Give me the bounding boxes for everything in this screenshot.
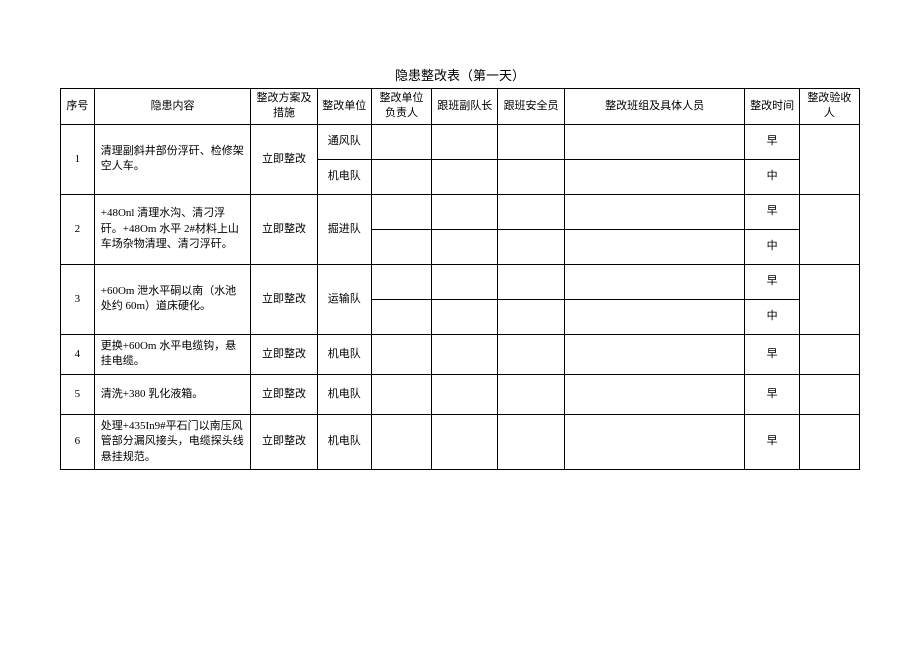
header-safety: 跟班安全员 [498,89,564,125]
cell-safety [498,264,564,299]
cell-unit: 掘进队 [317,194,371,264]
cell-content: 清洗+380 乳化液箱。 [94,374,251,414]
table-row: 2 +48Onl 清理水沟、清刁浮矸。+48Om 水平 2#材料上山车场杂物清理… [61,194,860,229]
cell-plan: 立即整改 [251,414,317,469]
cell-content: 处理+435In9#平石门以南压风管部分漏风接头，电缆探头线悬挂规范。 [94,414,251,469]
cell-unit: 机电队 [317,414,371,469]
cell-seq: 5 [61,374,95,414]
cell-team [564,299,745,334]
cell-leader [371,374,431,414]
cell-leader [371,194,431,229]
cell-deputy [432,374,498,414]
cell-content: +48Onl 清理水沟、清刁浮矸。+48Om 水平 2#材料上山车场杂物清理、清… [94,194,251,264]
cell-acceptor [799,264,859,334]
cell-plan: 立即整改 [251,334,317,374]
cell-deputy [432,334,498,374]
cell-leader [371,414,431,469]
cell-content: 清理副斜井部份浮矸、检修架空人车。 [94,124,251,194]
table-row: 6 处理+435In9#平石门以南压风管部分漏风接头，电缆探头线悬挂规范。 立即… [61,414,860,469]
header-plan: 整改方案及措施 [251,89,317,125]
header-time: 整改时间 [745,89,799,125]
cell-deputy [432,229,498,264]
cell-time: 中 [745,299,799,334]
cell-unit: 机电队 [317,159,371,194]
table-row: 4 更换+60Om 水平电缆钩，悬挂电缆。 立即整改 机电队 早 [61,334,860,374]
cell-time: 早 [745,124,799,159]
table-row: 5 清洗+380 乳化液箱。 立即整改 机电队 早 [61,374,860,414]
header-deputy: 跟班副队长 [432,89,498,125]
table-row: 1 清理副斜井部份浮矸、检修架空人车。 立即整改 通风队 早 [61,124,860,159]
header-acceptor: 整改验收人 [799,89,859,125]
cell-deputy [432,264,498,299]
cell-seq: 4 [61,334,95,374]
cell-safety [498,194,564,229]
cell-deputy [432,194,498,229]
header-content: 隐患内容 [94,89,251,125]
cell-team [564,264,745,299]
cell-plan: 立即整改 [251,264,317,334]
cell-team [564,124,745,159]
cell-time: 中 [745,229,799,264]
cell-leader [371,124,431,159]
cell-time: 早 [745,414,799,469]
table-title: 隐患整改表（第一天） [60,65,860,84]
cell-deputy [432,124,498,159]
cell-team [564,334,745,374]
cell-acceptor [799,374,859,414]
cell-unit: 运输队 [317,264,371,334]
cell-time: 早 [745,374,799,414]
cell-unit: 机电队 [317,334,371,374]
cell-unit: 通风队 [317,124,371,159]
cell-safety [498,334,564,374]
cell-seq: 2 [61,194,95,264]
cell-team [564,194,745,229]
cell-unit: 机电队 [317,374,371,414]
header-unit: 整改单位 [317,89,371,125]
cell-leader [371,299,431,334]
cell-acceptor [799,414,859,469]
cell-leader [371,159,431,194]
table-header-row: 序号 隐患内容 整改方案及措施 整改单位 整改单位负责人 跟班副队长 跟班安全员… [61,89,860,125]
cell-leader [371,229,431,264]
cell-leader [371,264,431,299]
cell-seq: 6 [61,414,95,469]
cell-seq: 3 [61,264,95,334]
cell-team [564,159,745,194]
cell-safety [498,124,564,159]
cell-safety [498,414,564,469]
cell-team [564,414,745,469]
cell-content: +60Om 泄水平硐以南（水池处约 60m）道床硬化。 [94,264,251,334]
cell-team [564,374,745,414]
cell-time: 早 [745,334,799,374]
cell-seq: 1 [61,124,95,194]
cell-deputy [432,299,498,334]
header-leader: 整改单位负责人 [371,89,431,125]
cell-acceptor [799,194,859,264]
cell-acceptor [799,334,859,374]
cell-time: 早 [745,264,799,299]
cell-team [564,229,745,264]
cell-leader [371,334,431,374]
rectification-table: 序号 隐患内容 整改方案及措施 整改单位 整改单位负责人 跟班副队长 跟班安全员… [60,88,860,470]
cell-plan: 立即整改 [251,374,317,414]
cell-safety [498,299,564,334]
cell-safety [498,374,564,414]
cell-safety [498,229,564,264]
cell-plan: 立即整改 [251,124,317,194]
cell-safety [498,159,564,194]
header-seq: 序号 [61,89,95,125]
cell-deputy [432,159,498,194]
cell-time: 早 [745,194,799,229]
cell-acceptor [799,124,859,194]
cell-plan: 立即整改 [251,194,317,264]
header-team: 整改班组及具体人员 [564,89,745,125]
cell-deputy [432,414,498,469]
table-row: 3 +60Om 泄水平硐以南（水池处约 60m）道床硬化。 立即整改 运输队 早 [61,264,860,299]
cell-content: 更换+60Om 水平电缆钩，悬挂电缆。 [94,334,251,374]
cell-time: 中 [745,159,799,194]
